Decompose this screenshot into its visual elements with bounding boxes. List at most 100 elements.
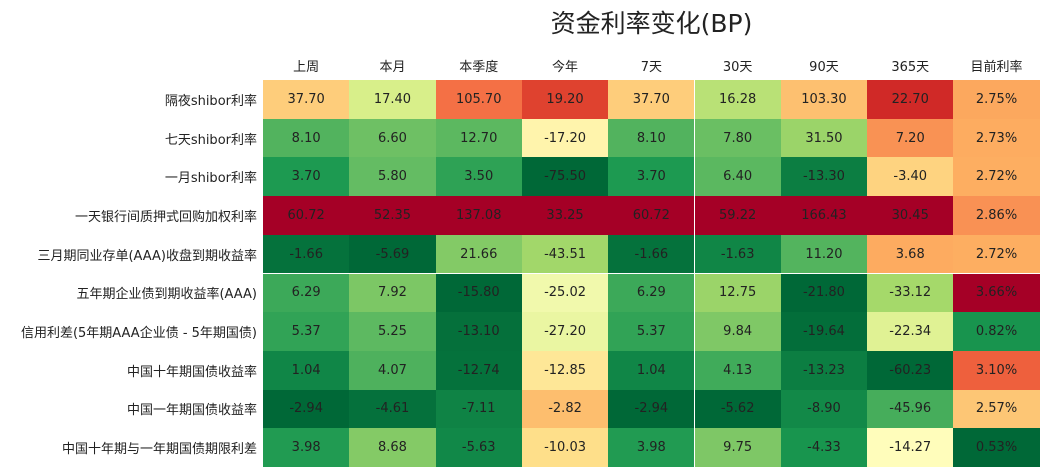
column-header: 本月 [379, 60, 406, 75]
heat-cell: 19.20 [521, 80, 609, 119]
heat-cell: -13.30 [780, 157, 868, 197]
column-header: 上周 [293, 60, 320, 75]
heat-cell: -4.61 [349, 389, 436, 429]
heat-cell: -43.51 [521, 234, 609, 274]
heat-cell: 4.07 [349, 350, 436, 390]
heat-cell: -12.85 [521, 350, 609, 390]
heat-cell: 8.10 [608, 118, 695, 158]
heat-cell: 7.92 [349, 273, 436, 313]
heat-cell: -5.63 [435, 428, 522, 467]
heat-cell: 17.40 [349, 80, 436, 119]
heat-cell: 8.68 [349, 428, 436, 467]
heat-cell: -17.20 [521, 118, 609, 158]
heat-cell: 9.84 [694, 312, 781, 351]
heat-cell: -75.50 [521, 157, 609, 197]
heat-cell: -25.02 [521, 273, 609, 313]
heat-cell: 6.40 [694, 157, 781, 197]
heat-cell: 21.66 [435, 234, 522, 274]
heat-cell: 2.75% [953, 80, 1040, 119]
heat-cell: -4.33 [780, 428, 868, 467]
heat-cell: -10.03 [521, 428, 609, 467]
row-label: 七天shibor利率 [164, 132, 257, 148]
heat-cell: 3.70 [263, 157, 350, 197]
heat-cell: 3.98 [263, 428, 350, 467]
heat-cell: 1.04 [608, 350, 695, 390]
heat-cell: -15.80 [435, 273, 522, 313]
heat-cell: 5.25 [349, 312, 436, 351]
heat-cell: 105.70 [435, 80, 522, 119]
heat-cell: -22.34 [867, 312, 954, 351]
heat-cell: 0.82% [953, 312, 1040, 351]
heat-cell: 103.30 [780, 80, 868, 119]
heat-cell: 6.60 [349, 118, 436, 158]
heat-cell: 2.72% [953, 157, 1040, 197]
row-label: 一天银行间质押式回购加权利率 [74, 209, 257, 225]
heat-cell: 52.35 [349, 196, 436, 235]
heat-cell: -2.94 [263, 389, 350, 429]
heat-cell: 30.45 [867, 196, 954, 235]
column-header: 90天 [809, 60, 839, 75]
heat-cell: 5.80 [349, 157, 436, 197]
heat-cell: 9.75 [694, 428, 781, 467]
heat-cell: 2.86% [953, 196, 1040, 235]
heat-cell: 33.25 [521, 196, 609, 235]
heat-cell: 7.20 [867, 118, 954, 158]
heat-cell: 137.08 [435, 196, 522, 235]
heat-cell: -8.90 [780, 389, 868, 429]
row-label: 五年期企业债到期收益率(AAA) [76, 287, 257, 303]
heat-cell: -19.64 [780, 312, 868, 351]
heat-cell: 0.53% [953, 428, 1040, 467]
heat-cell: 4.13 [694, 350, 781, 390]
heat-cell: -5.69 [349, 234, 436, 274]
heat-cell: 37.70 [608, 80, 695, 119]
heat-cell: -45.96 [867, 389, 954, 429]
heat-cell: -1.66 [608, 234, 695, 274]
heat-cell: 3.10% [953, 350, 1040, 390]
heat-cell: 2.73% [953, 118, 1040, 158]
heat-cell: 60.72 [263, 196, 350, 235]
heat-cell: 3.70 [608, 157, 695, 197]
heat-cell: 16.28 [694, 80, 781, 119]
heat-cell: 12.70 [435, 118, 522, 158]
heat-cell: 12.75 [694, 273, 781, 313]
heat-cell: 3.68 [867, 234, 954, 274]
heat-cell: -21.80 [780, 273, 868, 313]
heat-cell: 166.43 [780, 196, 868, 235]
column-header: 365天 [891, 60, 930, 75]
row-label: 中国十年期与一年期国债期限利差 [61, 442, 257, 458]
heat-cell: -14.27 [867, 428, 954, 467]
title: 资金利率变化(BP) [550, 9, 753, 38]
heat-cell: 60.72 [608, 196, 695, 235]
heat-cell: -1.63 [694, 234, 781, 274]
row-label: 中国一年期国债收益率 [126, 403, 257, 419]
heat-cell: 3.50 [435, 157, 522, 197]
column-header: 7天 [640, 60, 662, 75]
heat-cell: -3.40 [867, 157, 954, 197]
heat-cell: 3.66% [953, 273, 1040, 313]
row-label: 中国十年期国债收益率 [126, 364, 257, 380]
heat-cell: -7.11 [435, 389, 522, 429]
heat-cell: 7.80 [694, 118, 781, 158]
row-label: 一月shibor利率 [164, 171, 257, 187]
row-label: 三月期同业存单(AAA)收盘到期收益率 [37, 248, 257, 264]
column-header: 30天 [722, 60, 753, 75]
heat-cell: 2.72% [953, 234, 1040, 274]
heat-cell: 3.98 [608, 428, 695, 467]
heat-cell: -5.62 [694, 389, 781, 429]
heat-cell: -12.74 [435, 350, 522, 390]
heat-cell: -60.23 [867, 350, 954, 390]
heat-cell: 6.29 [263, 273, 350, 313]
heat-cell: -2.94 [608, 389, 695, 429]
heat-cell: -13.23 [780, 350, 868, 390]
heat-cell: 31.50 [780, 118, 868, 158]
heat-cell: 6.29 [608, 273, 695, 313]
heat-cell: -33.12 [867, 273, 954, 313]
heat-cell: 11.20 [780, 234, 868, 274]
column-header: 今年 [552, 60, 579, 75]
column-header: 本季度 [459, 60, 499, 75]
heat-cell: 5.37 [263, 312, 350, 351]
heat-cell: 37.70 [263, 80, 350, 119]
heat-cell: 5.37 [608, 312, 695, 351]
heat-cell: 8.10 [263, 118, 350, 158]
